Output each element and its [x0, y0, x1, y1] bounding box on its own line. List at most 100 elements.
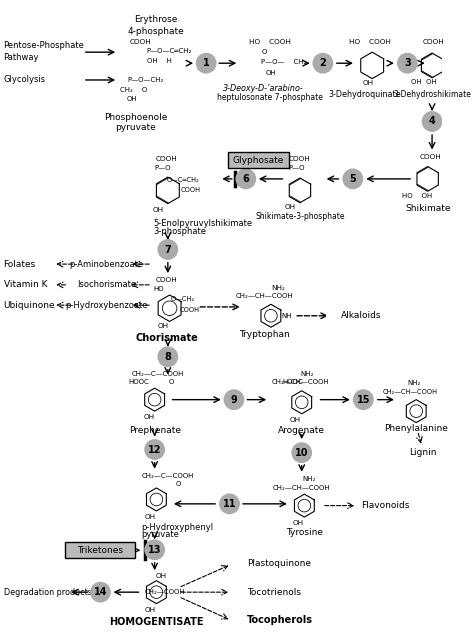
Text: CH₂—C—COOH: CH₂—C—COOH: [142, 473, 194, 479]
Text: 13: 13: [148, 545, 161, 555]
Text: 7: 7: [164, 244, 171, 255]
Text: Prephenate: Prephenate: [128, 426, 181, 435]
Text: COOH: COOH: [155, 156, 177, 163]
Text: Folates: Folates: [4, 260, 36, 269]
Circle shape: [158, 347, 178, 367]
Text: 3-Dehydroquinate: 3-Dehydroquinate: [328, 91, 401, 100]
Circle shape: [236, 169, 255, 188]
Text: Pentose-Phosphate: Pentose-Phosphate: [4, 41, 84, 50]
Text: COOH: COOH: [155, 277, 177, 284]
Circle shape: [313, 53, 333, 73]
Text: p-Aminobenzoate: p-Aminobenzoate: [69, 260, 143, 269]
Text: CH₂—COOH: CH₂—COOH: [145, 589, 185, 595]
Circle shape: [398, 53, 417, 73]
Circle shape: [91, 583, 110, 602]
Text: Flavonoids: Flavonoids: [361, 501, 410, 510]
Text: 11: 11: [223, 499, 236, 509]
Text: Tryptophan: Tryptophan: [239, 331, 290, 340]
Circle shape: [224, 390, 244, 410]
Text: Ubiquinone: Ubiquinone: [4, 301, 55, 310]
Circle shape: [220, 494, 239, 514]
Text: 2: 2: [319, 59, 326, 68]
Text: P—O: P—O: [155, 165, 171, 171]
Text: OH    H: OH H: [147, 58, 172, 64]
Text: NH: NH: [282, 312, 292, 319]
Text: OH: OH: [152, 207, 163, 213]
Text: Lignin: Lignin: [410, 448, 437, 457]
Text: COOH: COOH: [420, 154, 442, 160]
Text: P—O: P—O: [289, 165, 305, 171]
Text: HOOC: HOOC: [128, 379, 149, 385]
Text: OH: OH: [158, 323, 169, 329]
Text: 3-Dehydroshikimate: 3-Dehydroshikimate: [393, 91, 471, 100]
Text: HOOC: HOOC: [283, 379, 303, 385]
Text: Isochorismate: Isochorismate: [77, 280, 136, 289]
Text: P—O—CH₂: P—O—CH₂: [127, 77, 163, 83]
Text: O: O: [176, 480, 181, 487]
Text: Tocotrienols: Tocotrienols: [247, 588, 301, 597]
Text: 3-Deoxy-D-’arabino-: 3-Deoxy-D-’arabino-: [223, 84, 304, 93]
Circle shape: [145, 440, 164, 459]
Text: 9: 9: [230, 395, 237, 404]
Text: 5-Enolpyruvylshikimate: 5-Enolpyruvylshikimate: [153, 219, 253, 228]
Text: Glycolysis: Glycolysis: [4, 75, 46, 84]
Text: OH: OH: [127, 96, 137, 102]
Text: HO    OH: HO OH: [402, 193, 433, 199]
Text: Shikimate: Shikimate: [405, 204, 450, 213]
Text: Shikimate-3-phosphate: Shikimate-3-phosphate: [255, 212, 345, 221]
Text: P—O—    CH₂: P—O— CH₂: [261, 59, 307, 66]
Circle shape: [422, 112, 442, 131]
FancyBboxPatch shape: [65, 542, 135, 558]
Text: Triketones: Triketones: [77, 546, 123, 555]
Text: P—O—C═CH₂: P—O—C═CH₂: [147, 48, 192, 54]
FancyBboxPatch shape: [228, 152, 289, 168]
Text: 12: 12: [148, 444, 161, 455]
Text: O: O: [168, 379, 173, 385]
Text: HO    COOH: HO COOH: [349, 39, 392, 45]
Text: 1: 1: [203, 59, 210, 68]
Text: 15: 15: [356, 395, 370, 404]
Text: pyruvate: pyruvate: [115, 123, 156, 132]
Text: Alkaloids: Alkaloids: [341, 311, 382, 320]
Text: OH: OH: [143, 414, 155, 421]
Text: 5: 5: [349, 174, 356, 184]
Text: COOH: COOH: [289, 156, 311, 163]
Text: 14: 14: [94, 587, 107, 597]
Text: CH₂—CH—COOH: CH₂—CH—COOH: [236, 293, 293, 300]
Text: 6: 6: [242, 174, 249, 184]
Text: p-Hydroxybenzoate: p-Hydroxybenzoate: [65, 301, 147, 310]
Text: OH: OH: [145, 607, 156, 613]
Text: COOH: COOH: [129, 39, 151, 45]
Text: HO: HO: [153, 286, 164, 293]
Circle shape: [292, 443, 311, 462]
Text: 10: 10: [295, 448, 309, 458]
Text: OH: OH: [362, 80, 374, 86]
Text: p-Hydroxyphenyl: p-Hydroxyphenyl: [141, 523, 214, 532]
Text: OH: OH: [145, 514, 156, 520]
Text: Chorismate: Chorismate: [135, 333, 198, 343]
Text: OH: OH: [155, 574, 166, 579]
Text: NH₂: NH₂: [302, 476, 316, 482]
Text: CH₂—CH—COOH: CH₂—CH—COOH: [273, 485, 330, 491]
Text: HOMOGENTISATE: HOMOGENTISATE: [109, 617, 204, 627]
Text: 3-phosphate: 3-phosphate: [153, 228, 206, 237]
Text: Phenylalanine: Phenylalanine: [384, 424, 448, 433]
Text: COOH: COOH: [181, 187, 201, 194]
Text: NH₂: NH₂: [408, 380, 421, 386]
Text: NH₂: NH₂: [271, 284, 285, 291]
Text: CH₂—C—COOH: CH₂—C—COOH: [131, 372, 184, 377]
Text: 4-phosphate: 4-phosphate: [127, 27, 184, 36]
Circle shape: [158, 240, 178, 259]
Text: pyruvate: pyruvate: [141, 530, 179, 539]
Text: O: O: [261, 49, 266, 55]
Text: HO    COOH: HO COOH: [249, 39, 291, 45]
Text: Tocopherols: Tocopherols: [247, 615, 313, 626]
Text: heptulosonate 7-phosphate: heptulosonate 7-phosphate: [217, 93, 323, 102]
Circle shape: [145, 540, 164, 559]
Text: Pathway: Pathway: [4, 53, 39, 62]
Circle shape: [343, 169, 363, 188]
Text: OH: OH: [293, 520, 304, 526]
Text: CH₂—CH—COOH: CH₂—CH—COOH: [271, 379, 329, 385]
Text: Plastoquinone: Plastoquinone: [247, 559, 311, 568]
Text: Vitamin K: Vitamin K: [4, 280, 47, 289]
